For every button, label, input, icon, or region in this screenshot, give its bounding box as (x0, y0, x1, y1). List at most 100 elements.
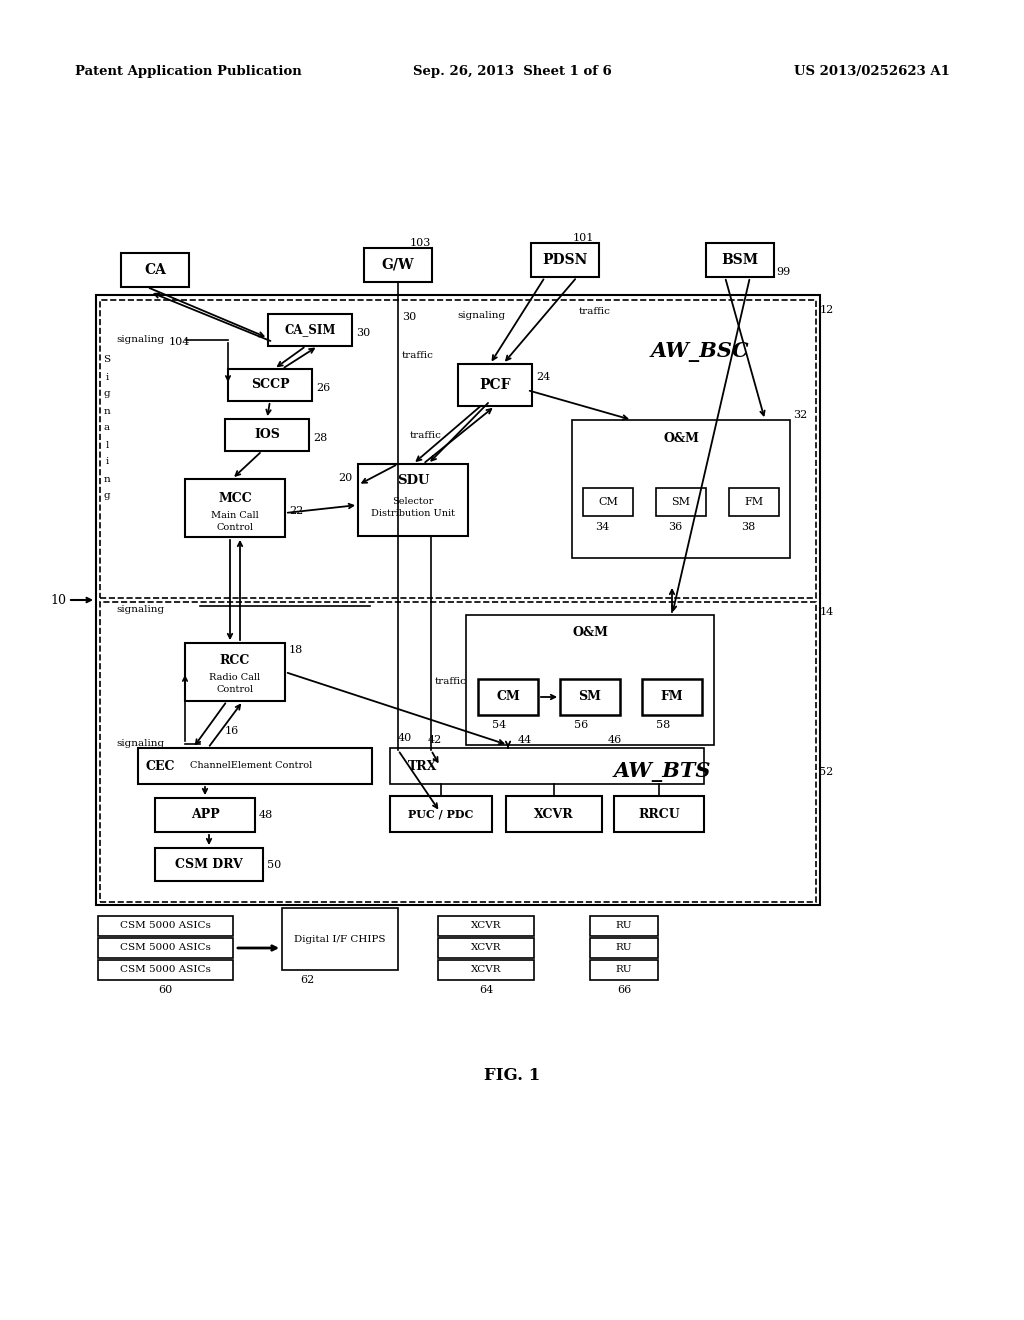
Text: 24: 24 (536, 372, 550, 381)
Text: PCF: PCF (479, 378, 511, 392)
Text: 16: 16 (225, 726, 240, 737)
Bar (531, 243, 599, 277)
Text: US 2013/0252623 A1: US 2013/0252623 A1 (795, 66, 950, 78)
Text: 12: 12 (820, 305, 835, 315)
Text: PDSN: PDSN (543, 253, 588, 267)
Text: 99: 99 (776, 267, 791, 277)
Text: CA_SIM: CA_SIM (285, 323, 336, 337)
Text: AW_BSC: AW_BSC (650, 342, 750, 362)
Bar (590, 916, 658, 936)
Text: CA: CA (144, 263, 166, 277)
Bar (268, 314, 352, 346)
Text: Control: Control (216, 685, 254, 694)
Bar (560, 678, 620, 715)
Bar (590, 939, 658, 958)
Text: Selector: Selector (392, 498, 434, 507)
Bar (225, 418, 309, 451)
Text: traffic: traffic (579, 308, 611, 317)
Bar (478, 678, 538, 715)
Bar (438, 916, 534, 936)
Bar (583, 488, 633, 516)
Text: 40: 40 (398, 733, 413, 743)
Text: 30: 30 (356, 327, 371, 338)
Text: SDU: SDU (396, 474, 429, 487)
Text: RU: RU (615, 944, 632, 953)
Text: CSM DRV: CSM DRV (175, 858, 243, 871)
Text: 46: 46 (608, 735, 623, 744)
Text: SCCP: SCCP (251, 379, 290, 392)
Text: AW_BTS: AW_BTS (613, 762, 711, 781)
Text: XCVR: XCVR (535, 808, 573, 821)
Bar (572, 420, 790, 558)
Text: signaling: signaling (457, 310, 505, 319)
Bar (96, 294, 820, 906)
Text: 52: 52 (819, 767, 834, 777)
Bar (506, 796, 602, 832)
Text: MCC: MCC (218, 491, 252, 504)
Bar (98, 939, 233, 958)
Bar (656, 488, 706, 516)
Text: APP: APP (190, 808, 219, 821)
Text: CSM 5000 ASICs: CSM 5000 ASICs (120, 944, 211, 953)
Text: 36: 36 (668, 521, 682, 532)
Text: n: n (103, 407, 111, 416)
Text: 42: 42 (428, 735, 442, 744)
Text: CM: CM (496, 690, 520, 704)
Text: 50: 50 (267, 859, 282, 870)
Text: RRCU: RRCU (638, 808, 680, 821)
Text: FIG. 1: FIG. 1 (484, 1067, 540, 1084)
Bar (98, 916, 233, 936)
Bar (121, 253, 189, 286)
Text: l: l (105, 441, 109, 450)
Bar (358, 465, 468, 536)
Text: g: g (103, 389, 111, 399)
Bar (390, 796, 492, 832)
Text: FM: FM (660, 690, 683, 704)
Bar (98, 960, 233, 979)
Text: 66: 66 (616, 985, 631, 995)
Bar (458, 364, 532, 407)
Text: Distribution Unit: Distribution Unit (371, 510, 455, 519)
Text: 32: 32 (793, 411, 807, 420)
Bar (642, 678, 702, 715)
Text: traffic: traffic (435, 677, 467, 686)
Text: CSM 5000 ASICs: CSM 5000 ASICs (120, 965, 211, 974)
Text: traffic: traffic (410, 430, 442, 440)
Bar (729, 488, 779, 516)
Text: 30: 30 (402, 312, 416, 322)
Text: FM: FM (744, 498, 764, 507)
Text: 38: 38 (741, 521, 756, 532)
Bar (706, 243, 774, 277)
Text: CSM 5000 ASICs: CSM 5000 ASICs (120, 921, 211, 931)
Text: RCC: RCC (220, 653, 250, 667)
Bar (590, 960, 658, 979)
Text: XCVR: XCVR (471, 965, 502, 974)
Text: 28: 28 (313, 433, 328, 444)
Text: IOS: IOS (254, 429, 280, 441)
Text: ChannelElement Control: ChannelElement Control (190, 762, 312, 771)
Text: 56: 56 (574, 719, 588, 730)
Text: SM: SM (579, 690, 601, 704)
Text: 54: 54 (492, 719, 506, 730)
Text: TRX: TRX (408, 759, 437, 772)
Text: CM: CM (598, 498, 617, 507)
Text: i: i (105, 372, 109, 381)
Text: 14: 14 (820, 607, 835, 616)
Text: 104: 104 (169, 337, 190, 347)
Text: RU: RU (615, 965, 632, 974)
Text: Sep. 26, 2013  Sheet 1 of 6: Sep. 26, 2013 Sheet 1 of 6 (413, 66, 611, 78)
Text: G/W: G/W (382, 257, 415, 272)
Text: Patent Application Publication: Patent Application Publication (75, 66, 302, 78)
Bar (100, 300, 816, 598)
Bar (155, 847, 263, 880)
Bar (614, 796, 705, 832)
Text: XCVR: XCVR (471, 944, 502, 953)
Text: O&M: O&M (664, 432, 699, 445)
Text: i: i (105, 458, 109, 466)
Text: RU: RU (615, 921, 632, 931)
Text: Radio Call: Radio Call (210, 673, 260, 682)
Text: n: n (103, 474, 111, 483)
Text: BSM: BSM (722, 253, 759, 267)
Text: CEC: CEC (146, 759, 175, 772)
Text: 26: 26 (316, 383, 331, 393)
